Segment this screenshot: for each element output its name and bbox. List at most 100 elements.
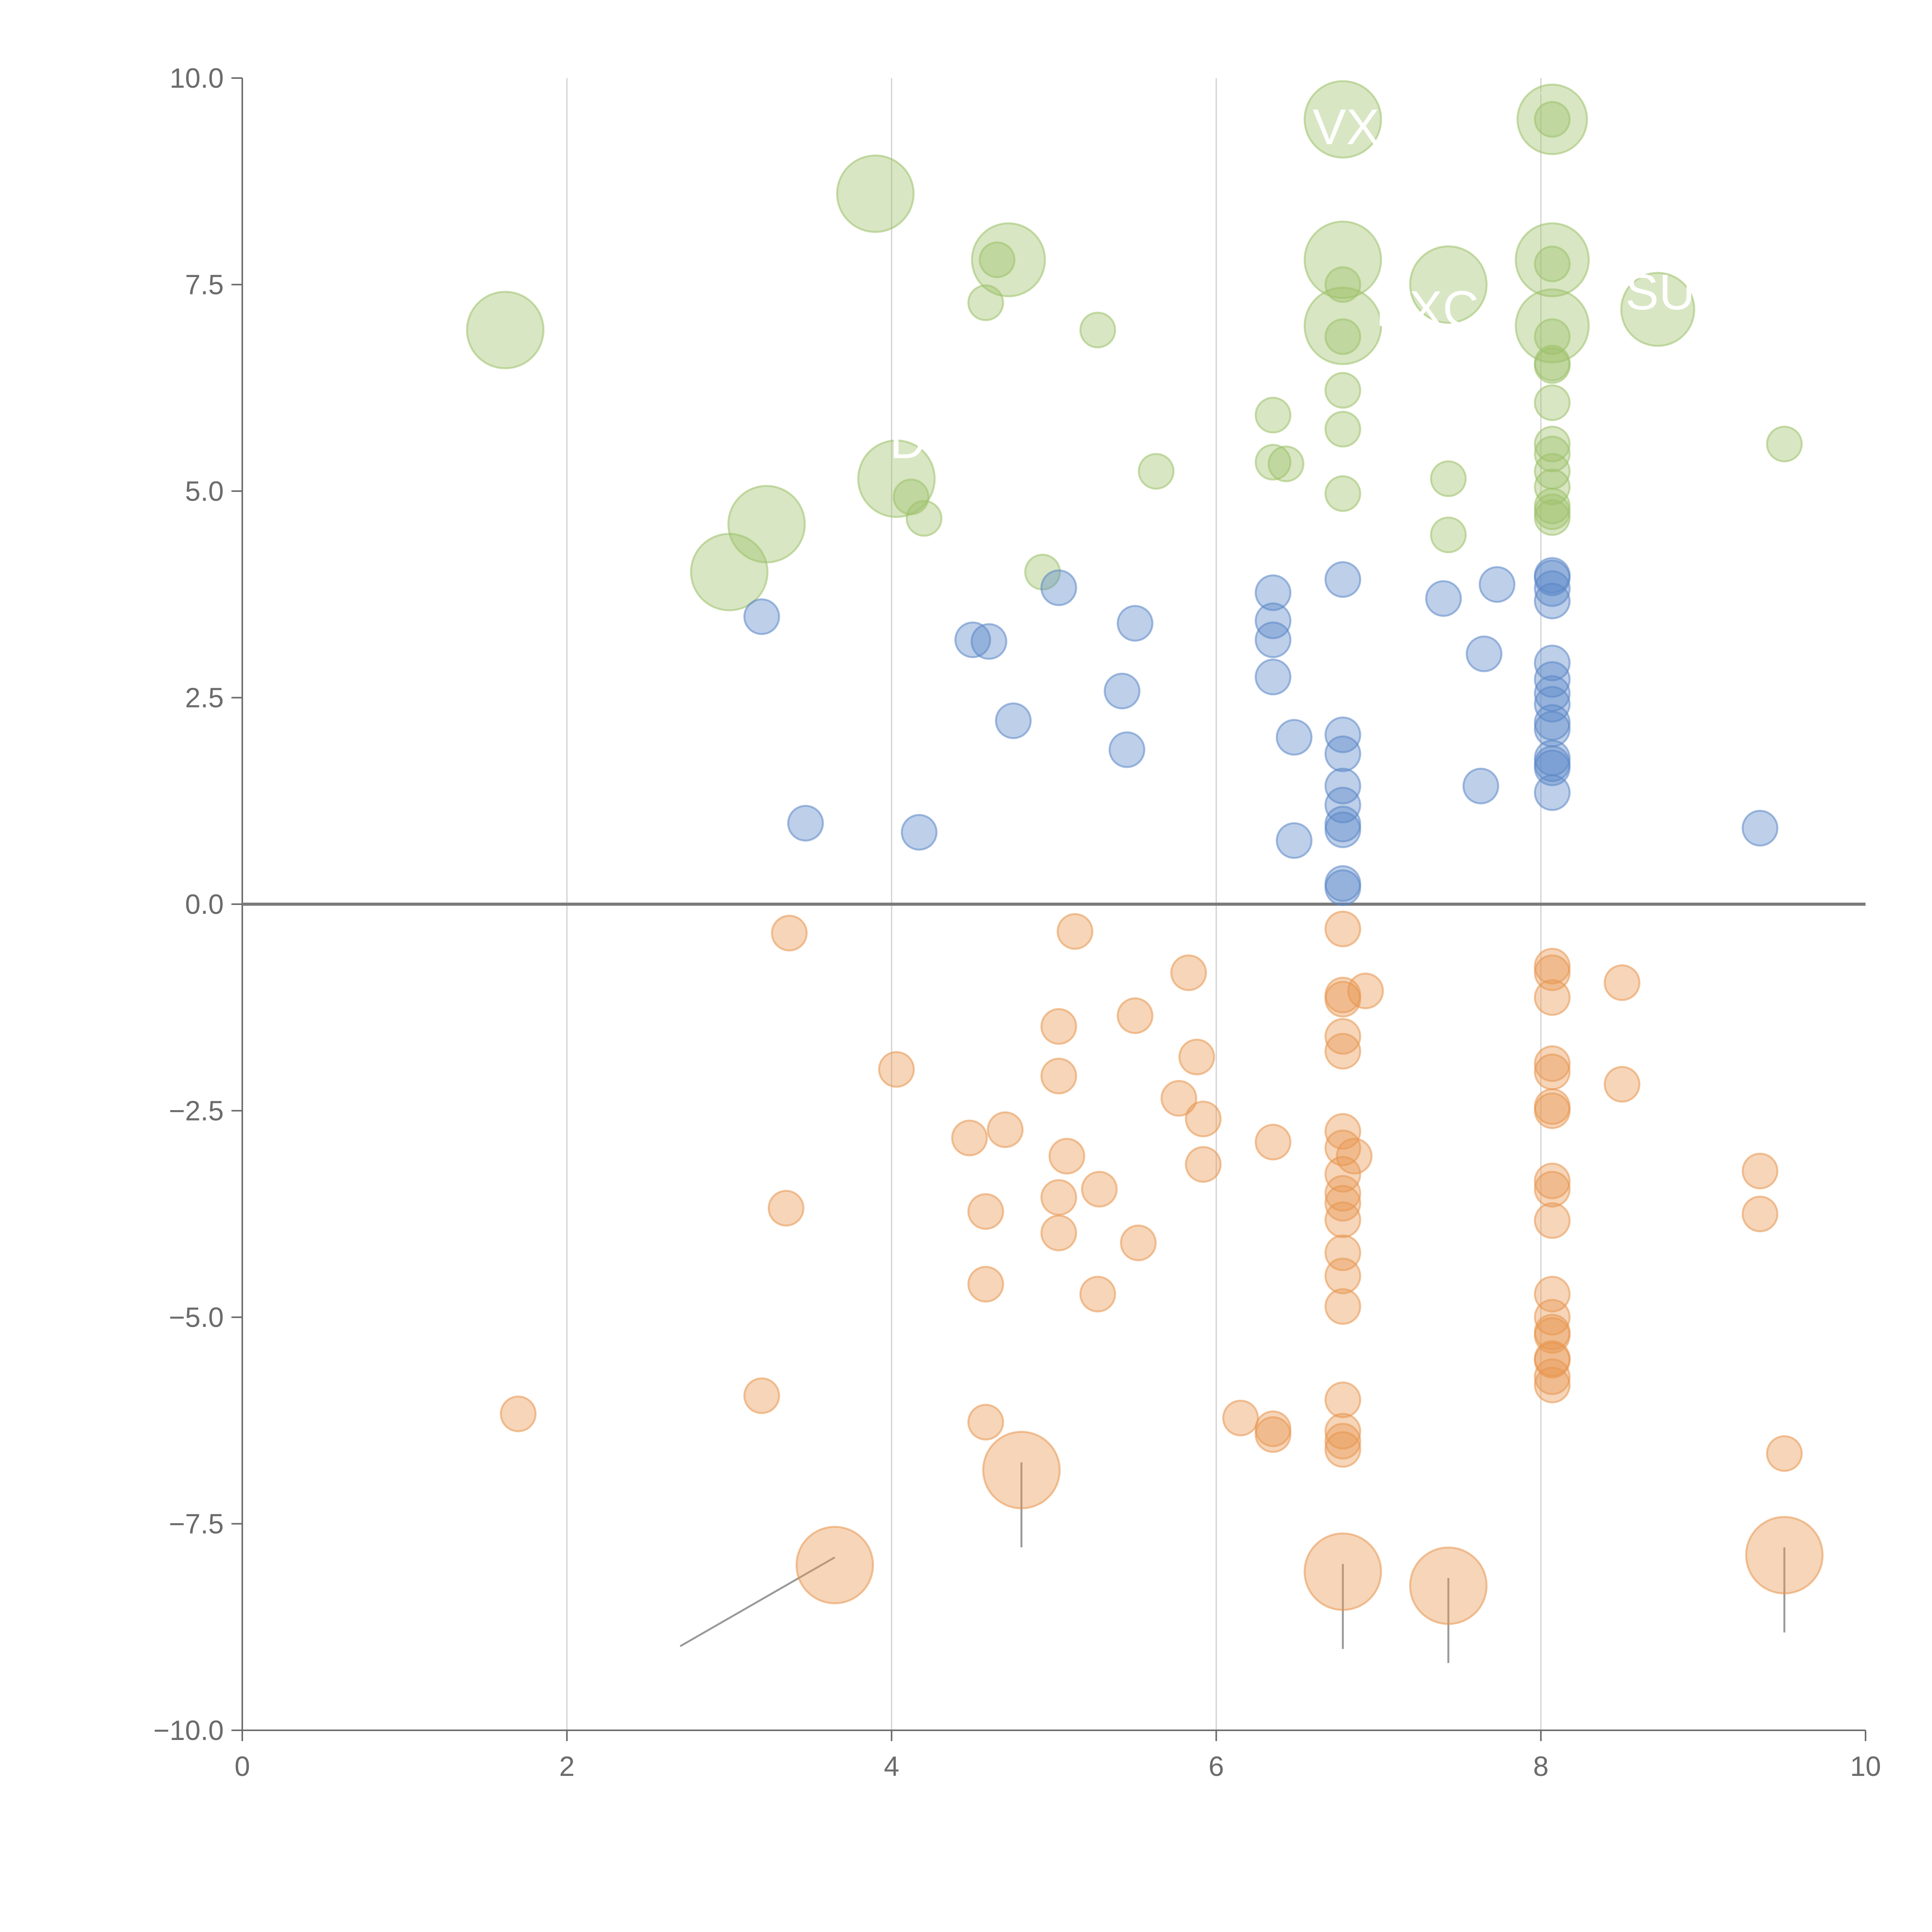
orange-point: [1745, 1516, 1824, 1595]
y-tick-label: −7.5: [169, 1509, 224, 1540]
orange-point: [1048, 1138, 1085, 1175]
green-point: [1534, 384, 1571, 421]
blue-point: [1276, 719, 1313, 756]
blue-point: [1276, 822, 1313, 859]
x-tick-label: 8: [1533, 1751, 1549, 1782]
orange-point: [1324, 1423, 1361, 1460]
green-point: [1516, 83, 1588, 155]
green-point: [836, 154, 915, 233]
orange-point: [1324, 981, 1361, 1018]
green-point: [1430, 516, 1467, 553]
blue-point: [1324, 767, 1361, 804]
green-point: [1430, 460, 1467, 497]
orange-point: [1534, 1171, 1571, 1208]
callout-line: [1345, 123, 1363, 146]
point-label: D: [889, 412, 926, 469]
green-point: [893, 478, 930, 515]
orange-point: [1324, 910, 1361, 947]
orange-point: [500, 1395, 537, 1432]
blue-point: [1478, 566, 1515, 603]
blue-point: [1462, 767, 1499, 804]
y-tick-label: −5.0: [169, 1302, 224, 1333]
blue-point: [1742, 810, 1779, 847]
green-point: [1534, 245, 1571, 282]
green-point: [1024, 554, 1061, 591]
orange-point: [967, 1404, 1004, 1441]
callout-line: [1316, 305, 1339, 323]
orange-point: [1534, 979, 1571, 1016]
callout-line: [473, 321, 500, 330]
x-tick-label: 0: [235, 1751, 250, 1782]
orange-point: [1040, 1214, 1077, 1252]
blue-point: [1255, 621, 1292, 658]
blue-point: [743, 598, 780, 635]
orange-point: [1324, 1018, 1361, 1055]
green-point: [1324, 475, 1361, 512]
blue-point: [1466, 635, 1503, 672]
green-point: [905, 500, 942, 537]
orange-point: [767, 1190, 804, 1227]
green-point: [1324, 266, 1361, 303]
callout-line: [1555, 330, 1573, 350]
orange-point: [1324, 1288, 1361, 1325]
axes: 10.0 7.5 5.0 2.5 0.0 −2.5 −5.0 −7.5 −10.0 0 2 4 6 8 10: [153, 63, 1881, 1782]
orange-point: [1534, 1366, 1571, 1403]
green-point: [1324, 372, 1361, 409]
orange-point: [1534, 1053, 1571, 1090]
orange-point: [1324, 1033, 1361, 1070]
blue-point: [1255, 658, 1292, 696]
blue-point: [1104, 672, 1141, 709]
callout-line: [989, 264, 1006, 286]
green-point: [1303, 80, 1382, 159]
orange-point: [1324, 1201, 1361, 1238]
y-tick-label: 0.0: [185, 889, 224, 920]
orange-point: [1534, 1202, 1571, 1239]
orange-point: [1178, 1039, 1215, 1076]
orange-point: [1534, 1092, 1571, 1129]
orange-point: [1324, 1431, 1361, 1468]
green-point: [1534, 347, 1571, 384]
x-tick-label: 2: [559, 1751, 575, 1782]
y-tick-label: −10.0: [153, 1715, 224, 1746]
callout-line: [1662, 311, 1684, 328]
blue-point: [954, 621, 991, 658]
green-point: [1515, 288, 1590, 364]
x-tick-label: 6: [1209, 1751, 1224, 1782]
orange-point: [795, 1526, 874, 1604]
callout-line: [770, 501, 791, 521]
green-point: [1255, 444, 1292, 481]
orange-point: [1081, 1171, 1118, 1208]
blue-point: [787, 804, 824, 842]
green-point: [1620, 272, 1696, 347]
callout-lines: [473, 92, 1786, 1663]
blue-point: [1109, 731, 1146, 768]
green-point: [1303, 286, 1382, 365]
green-point: [971, 222, 1046, 298]
orange-point: [1324, 1381, 1361, 1418]
point-labels: VX PXC SUSH D: [889, 99, 1765, 469]
orange-point: [1534, 1358, 1571, 1395]
orange-point: [986, 1111, 1024, 1148]
green-point: [466, 291, 545, 369]
orange-point: [1324, 1257, 1361, 1294]
blue-point: [1255, 574, 1292, 611]
orange-point: [982, 1431, 1061, 1510]
orange-point: [1604, 964, 1641, 1001]
point-label: PXC: [1376, 280, 1479, 337]
data-points: [466, 80, 1824, 1625]
blue-point: [1255, 602, 1292, 639]
callout-line: [1544, 229, 1552, 255]
blue-point: [1534, 774, 1571, 811]
point-label: SUSH: [1625, 264, 1765, 320]
green-point: [1409, 245, 1488, 324]
orange-point: [1160, 1080, 1197, 1117]
orange-point: [1742, 1153, 1779, 1190]
orange-point: [1222, 1400, 1259, 1437]
green-point: [1303, 220, 1382, 299]
orange-point: [1766, 1435, 1803, 1472]
orange-point: [967, 1265, 1004, 1303]
orange-point: [1117, 997, 1154, 1034]
orange-point: [1079, 1276, 1116, 1313]
orange-point: [1534, 1162, 1571, 1199]
